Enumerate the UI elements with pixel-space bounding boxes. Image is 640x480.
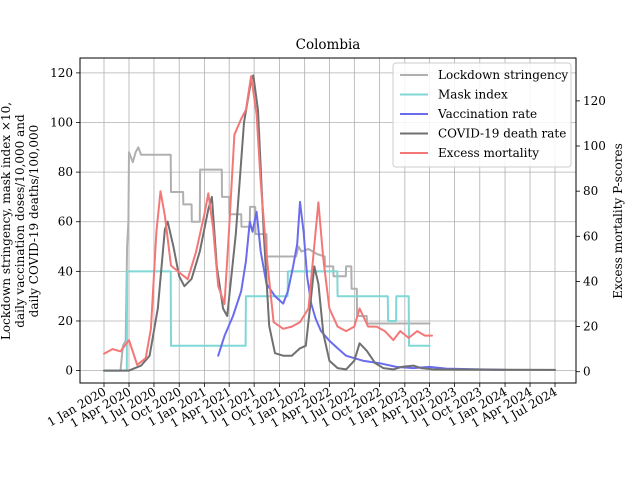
legend-label: Excess mortality: [438, 146, 539, 160]
right-y-tick-label: 120: [583, 94, 606, 108]
legend-label: Mask index: [438, 88, 508, 102]
left-y-tick-label: 20: [58, 314, 73, 328]
series-layer: [103, 74, 556, 372]
right-y-tick-label: 80: [583, 184, 598, 198]
chart-title: Colombia: [296, 37, 361, 53]
right-y-tick-label: 100: [583, 139, 606, 153]
right-y-tick-label: 0: [583, 365, 591, 379]
legend-box: [392, 62, 572, 168]
plot-frame: [79, 57, 577, 384]
covid-death-rate-line: [103, 74, 556, 372]
left-y-tick-label: 0: [65, 364, 73, 378]
legend-label: Vaccination rate: [437, 107, 537, 121]
left-y-axis-label: Lockdown stringency, mask index ×10,dail…: [0, 102, 41, 340]
left-y-tick-label: 100: [50, 116, 73, 130]
right-y-axis-label: Excess mortality P-scores: [611, 143, 625, 298]
excess-mortality-line: [103, 75, 433, 366]
lockdown-stringency-line: [103, 146, 431, 372]
left-y-tick-label: 60: [58, 215, 73, 229]
left-y-tick-label: 80: [58, 165, 73, 179]
right-y-tick-label: 40: [583, 274, 598, 288]
left-y-axis: 0 20 40 60 80 100 120: [50, 66, 80, 378]
left-y-tick-label: 40: [58, 264, 73, 278]
vaccination-rate-line: [217, 200, 506, 371]
left-y-tick-label: 120: [50, 66, 73, 80]
right-y-tick-label: 20: [583, 320, 598, 334]
legend-label: COVID-19 death rate: [438, 127, 566, 141]
legend: Lockdown stringency Mask index Vaccination…: [392, 62, 572, 168]
legend-label: Lockdown stringency: [438, 68, 568, 82]
right-y-tick-label: 60: [583, 229, 598, 243]
right-y-axis: 0 20 40 60 80 100 120: [576, 94, 606, 379]
